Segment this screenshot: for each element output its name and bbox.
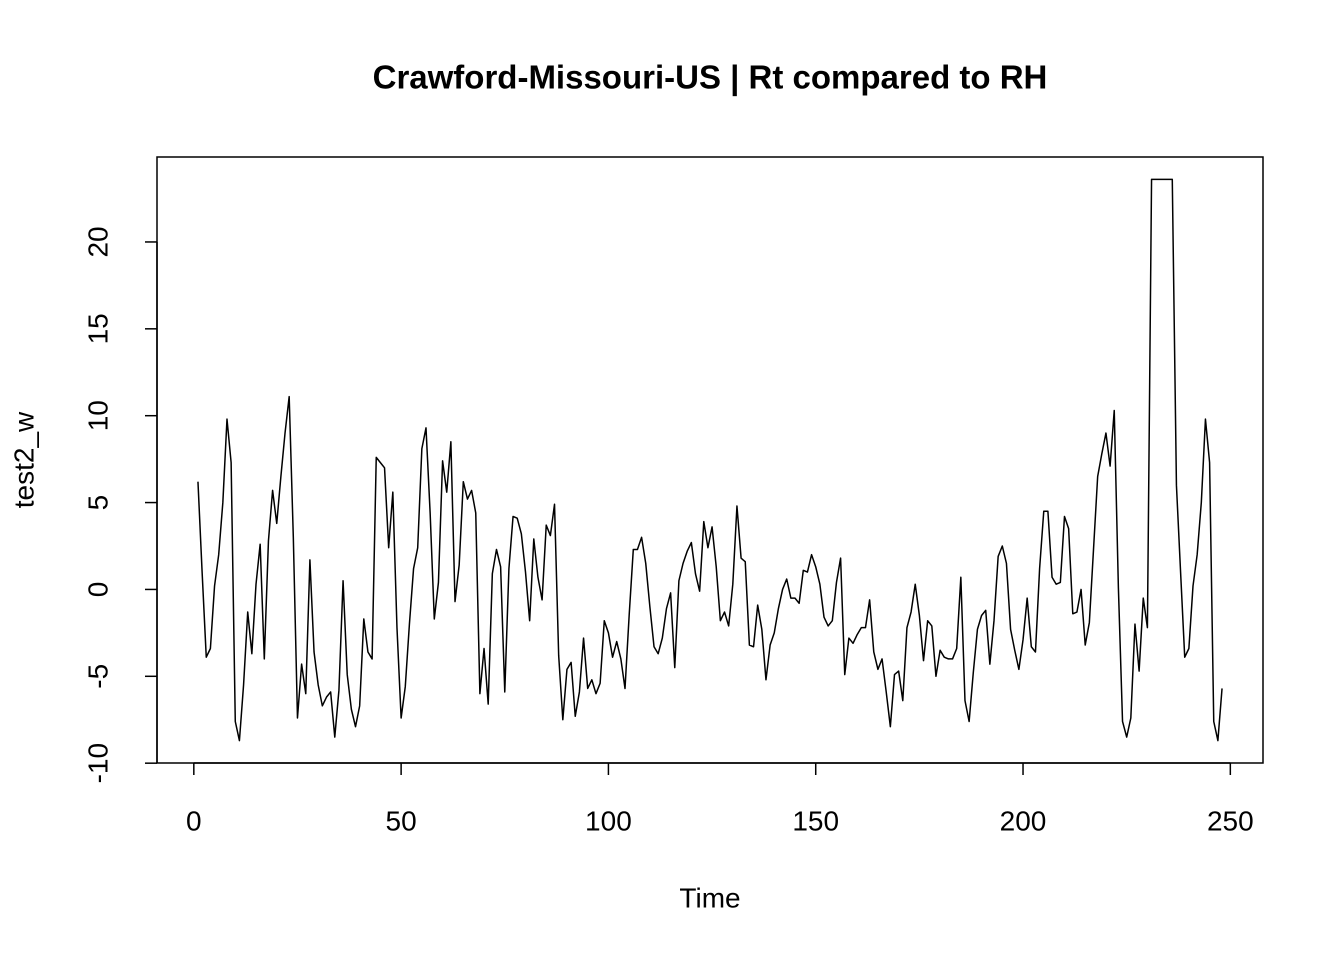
series-line [197, 178, 1223, 742]
y-tick-label: -10 [82, 743, 113, 783]
x-tick-label: 250 [1207, 805, 1254, 836]
x-tick-label: 0 [186, 805, 202, 836]
y-tick-label: 10 [82, 400, 113, 431]
y-tick-label: 15 [82, 313, 113, 344]
x-axis-label: Time [679, 882, 740, 913]
chart-title: Crawford-Missouri-US | Rt compared to RH [373, 59, 1048, 96]
y-tick-label: 0 [82, 582, 113, 598]
y-tick-label: -5 [82, 664, 113, 689]
x-tick-label: 150 [792, 805, 839, 836]
x-tick-label: 100 [585, 805, 632, 836]
x-tick-label: 200 [1000, 805, 1047, 836]
y-tick-label: 5 [82, 495, 113, 511]
y-axis-label: test2_w [8, 411, 39, 508]
x-tick-label: 50 [386, 805, 417, 836]
y-tick-label: 20 [82, 226, 113, 257]
